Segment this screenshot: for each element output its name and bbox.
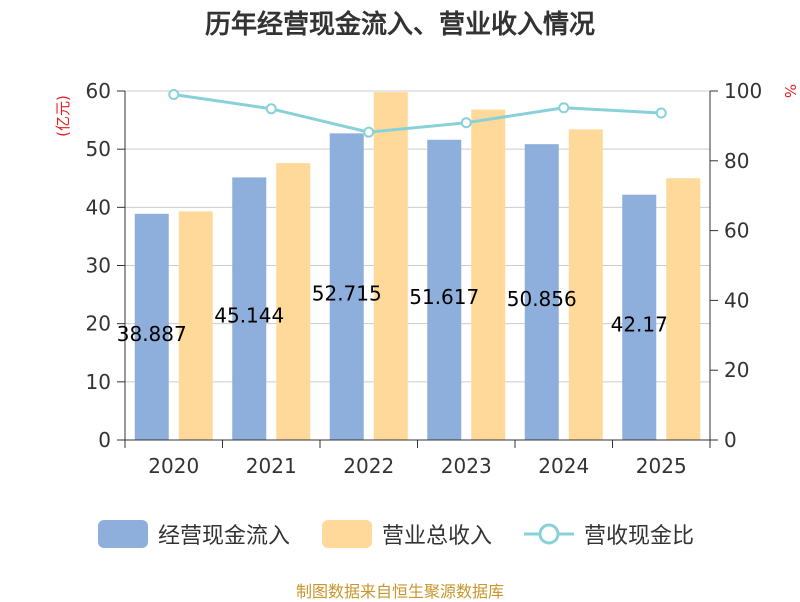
- left-tick-label: 40: [86, 195, 111, 219]
- legend-item-cash-inflow[interactable]: 经营现金流入: [98, 512, 290, 556]
- legend-swatch-ratio: [524, 523, 574, 545]
- right-tick-label: 0: [724, 428, 737, 452]
- legend-item-revenue[interactable]: 营业总收入: [322, 512, 492, 556]
- right-tick-label: 40: [724, 288, 749, 312]
- right-tick-label: 100: [724, 79, 762, 103]
- bar-revenue: [276, 163, 311, 441]
- x-tick-label: 2023: [441, 454, 492, 478]
- ratio-point: [558, 102, 570, 114]
- x-tick-label: 2020: [148, 454, 199, 478]
- bar-cash-inflow: [427, 139, 462, 441]
- bar-revenue: [666, 178, 701, 440]
- left-tick-label: 60: [86, 79, 111, 103]
- bar-group: [134, 92, 701, 441]
- ratio-point: [363, 126, 375, 138]
- legend: 经营现金流入 营业总收入 营收现金比: [0, 512, 800, 556]
- bar-cash-inflow: [134, 213, 169, 440]
- data-label-cash-inflow: 50.856: [507, 287, 577, 311]
- left-tick-label: 10: [86, 370, 111, 394]
- legend-label-cash-inflow: 经营现金流入: [158, 524, 291, 549]
- grid-lines: [125, 90, 710, 383]
- bar-cash-inflow: [524, 144, 559, 440]
- left-axis-unit: (亿元): [54, 95, 72, 137]
- ratio-line: [173, 93, 662, 134]
- legend-swatch-revenue: [322, 520, 372, 548]
- left-tick-label: 0: [98, 428, 111, 452]
- right-tick-label: 20: [724, 358, 749, 382]
- bar-revenue: [373, 92, 408, 440]
- right-tick-label: 60: [724, 219, 749, 243]
- legend-label-revenue: 营业总收入: [382, 524, 493, 549]
- data-label-cash-inflow: 45.144: [214, 304, 284, 328]
- data-label-cash-inflow: 42.17: [611, 312, 668, 336]
- axes: 0 10 20 30 40 50 60 0 20 40 60 80 100 (亿元)% 2020 2021 20…: [54, 79, 799, 478]
- legend-swatch-cash-inflow: [98, 520, 148, 548]
- legend-label-ratio: 营收现金比: [584, 524, 695, 549]
- legend-item-ratio[interactable]: 营收现金比: [524, 512, 694, 556]
- data-labels: 38.887 45.144 52.715 51.617 50.856 42.17: [117, 282, 668, 346]
- ratio-point: [460, 117, 472, 129]
- bar-revenue: [568, 129, 603, 440]
- left-tick-label: 30: [86, 254, 111, 278]
- ratio-point: [655, 107, 667, 119]
- ratio-line-group: [168, 88, 667, 138]
- bar-revenue: [178, 211, 213, 440]
- x-tick-label: 2021: [246, 454, 297, 478]
- right-tick-label: 80: [724, 149, 749, 173]
- data-label-cash-inflow: 38.887: [117, 322, 187, 346]
- bar-revenue: [471, 109, 506, 440]
- data-label-cash-inflow: 51.617: [409, 285, 479, 309]
- x-tick-label: 2022: [343, 454, 394, 478]
- bar-cash-inflow: [329, 133, 364, 440]
- x-tick-label: 2025: [636, 454, 687, 478]
- left-tick-label: 50: [86, 137, 111, 161]
- x-tick-label: 2024: [538, 454, 589, 478]
- source-footer: 制图数据来自恒生聚源数据库: [295, 582, 504, 601]
- chart-title: 历年经营现金流入、营业收入情况: [204, 10, 595, 40]
- ratio-point: [265, 103, 277, 115]
- data-label-cash-inflow: 52.715: [312, 282, 382, 306]
- ratio-point: [168, 88, 180, 100]
- bar-cash-inflow: [232, 177, 267, 440]
- right-axis-unit: %: [781, 84, 799, 98]
- bar-cash-inflow: [622, 194, 657, 440]
- left-tick-label: 20: [86, 312, 111, 336]
